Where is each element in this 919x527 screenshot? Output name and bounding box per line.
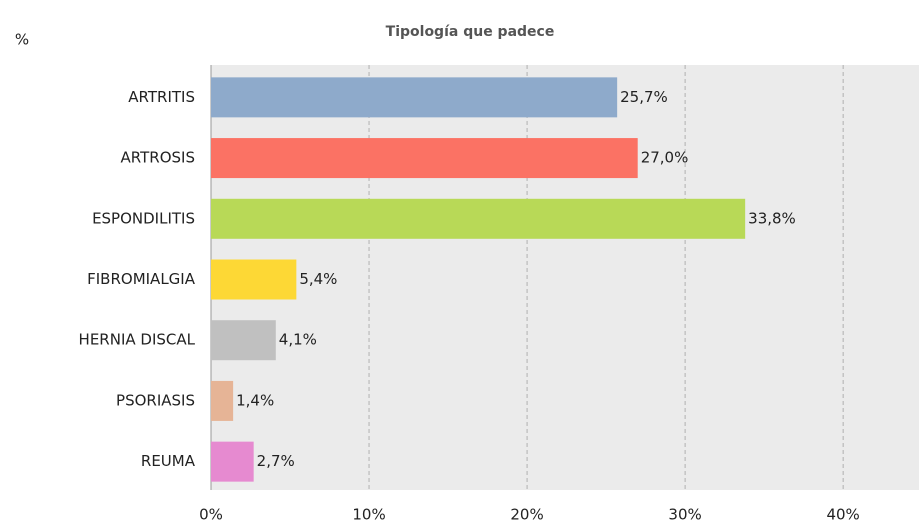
bar: [211, 138, 638, 179]
y-tick-label: ARTROSIS: [121, 149, 195, 167]
value-label: 33,8%: [748, 209, 796, 227]
axis-label: %: [15, 31, 29, 49]
bar: [211, 77, 618, 118]
x-tick-label: 20%: [510, 506, 543, 524]
y-tick-label: HERNIA DISCAL: [79, 331, 196, 349]
value-label: 27,0%: [641, 149, 689, 167]
y-tick-label: ARTRITIS: [128, 88, 195, 106]
chart-title: Tipología que padece: [386, 24, 555, 40]
plot-background: [211, 65, 919, 490]
bar: [211, 259, 297, 300]
x-tick-label: 0%: [199, 506, 223, 524]
value-label: 4,1%: [279, 331, 317, 349]
y-tick-label: PSORIASIS: [116, 391, 195, 409]
bar: [211, 380, 234, 421]
bar: [211, 198, 746, 239]
bar: [211, 441, 254, 482]
value-label: 1,4%: [236, 391, 274, 409]
bar: [211, 320, 276, 361]
x-tick-label: 40%: [826, 506, 859, 524]
value-label: 2,7%: [257, 452, 295, 470]
y-tick-label: REUMA: [141, 452, 196, 470]
y-tick-label: ESPONDILITIS: [92, 209, 195, 227]
y-tick-label: FIBROMIALGIA: [87, 270, 196, 288]
value-label: 25,7%: [620, 88, 668, 106]
value-label: 5,4%: [299, 270, 337, 288]
x-tick-label: 10%: [352, 506, 385, 524]
x-tick-label: 30%: [668, 506, 701, 524]
